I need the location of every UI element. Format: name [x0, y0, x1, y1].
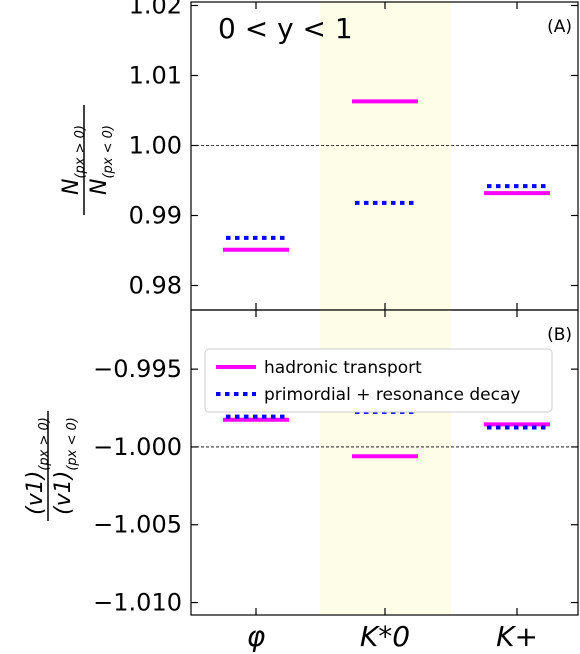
y-tick-label: 1.01	[129, 62, 182, 90]
category-label-kplus: K+	[496, 620, 538, 653]
panel-label-b: (B)	[547, 325, 572, 345]
y-tick-label: 1.02	[129, 0, 182, 20]
y-label-den-main-b: (v1)	[51, 471, 76, 515]
y-label-denominator-a: N(px < 0)	[87, 125, 116, 195]
y-axis-label-b: (v1)(px > 0) (v1)(px < 0)	[23, 411, 80, 521]
y-label-denominator-b: (v1)(px < 0)	[51, 417, 80, 515]
y-axis-label-a: N(px > 0) N(px < 0)	[59, 105, 116, 215]
y-label-den-main-a: N	[87, 179, 112, 195]
highlight-band-a	[320, 2, 451, 310]
y-tick-label: −1.005	[93, 511, 182, 539]
y-tick-label: −1.000	[93, 433, 182, 461]
y-tick-label: −0.995	[93, 355, 182, 383]
x-ticks-b	[255, 310, 518, 615]
y-label-num-main-a: N	[59, 179, 84, 195]
y-label-num-sub-a: (px > 0)	[73, 125, 88, 179]
y-label-den-sub-a: (px < 0)	[101, 125, 116, 179]
y-tick-label: 0.98	[129, 272, 182, 300]
y-ticks-b: −1.010 −1.005 −1.000 −0.995	[93, 355, 578, 617]
panel-label-a: (A)	[547, 17, 572, 37]
y-label-num-sub-b: (px > 0)	[37, 417, 52, 471]
y-ticks-a: 0.98 0.99 1.00 1.01 1.02	[129, 0, 578, 300]
legend: hadronic transport primordial + resonanc…	[204, 348, 553, 413]
y-tick-label: 0.99	[129, 202, 182, 230]
axes-frame-b	[190, 309, 579, 616]
y-label-num-main-b: (v1)	[23, 471, 48, 515]
category-labels: φ K*0 K+	[247, 620, 538, 653]
y-label-numerator-b: (v1)(px > 0)	[23, 417, 52, 515]
panel-b: −1.010 −1.005 −1.000 −0.995 (B) hadronic tr…	[23, 309, 579, 653]
y-label-den-sub-b: (px < 0)	[65, 417, 80, 471]
legend-label-primordial: primordial + resonance decay	[264, 385, 520, 405]
legend-label-hadronic: hadronic transport	[264, 358, 422, 378]
category-label-kstar0: K*0	[360, 620, 410, 653]
y-tick-label: −1.010	[93, 589, 182, 617]
x-ticks-a	[255, 2, 518, 310]
data-marks-a	[223, 99, 550, 252]
category-label-phi: φ	[247, 620, 266, 653]
legend-box	[204, 348, 553, 413]
rapidity-annotation: 0 < y < 1	[218, 12, 353, 45]
y-tick-label: 1.00	[129, 132, 182, 160]
panel-a: 0.980.991.001.011.02 (A) 0 < y < 1 N(px …	[59, 0, 579, 311]
